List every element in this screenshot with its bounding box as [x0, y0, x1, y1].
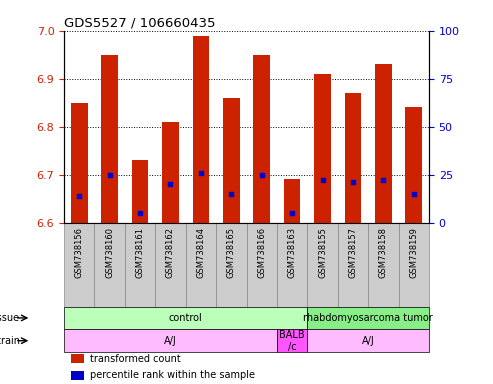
Text: tissue: tissue	[0, 313, 20, 323]
Point	[258, 172, 266, 178]
Text: strain: strain	[0, 336, 20, 346]
Text: GSM738163: GSM738163	[287, 227, 297, 278]
Bar	[253, 55, 270, 223]
Point	[136, 210, 144, 216]
Bar	[132, 160, 148, 223]
Text: GSM738159: GSM738159	[409, 227, 418, 278]
Point	[288, 210, 296, 216]
FancyBboxPatch shape	[307, 306, 429, 329]
FancyBboxPatch shape	[277, 329, 307, 352]
FancyBboxPatch shape	[216, 223, 246, 306]
Text: A/J: A/J	[362, 336, 375, 346]
Text: percentile rank within the sample: percentile rank within the sample	[90, 370, 254, 380]
Text: BALB
/c: BALB /c	[280, 330, 305, 351]
Point	[349, 179, 357, 185]
Point	[380, 177, 387, 184]
FancyBboxPatch shape	[307, 223, 338, 306]
Text: GSM738160: GSM738160	[105, 227, 114, 278]
Point	[318, 177, 326, 184]
Bar	[345, 93, 361, 223]
Bar	[71, 103, 88, 223]
Bar	[71, 354, 84, 363]
Bar	[71, 371, 84, 380]
FancyBboxPatch shape	[186, 223, 216, 306]
FancyBboxPatch shape	[246, 223, 277, 306]
FancyBboxPatch shape	[398, 223, 429, 306]
Text: GSM738157: GSM738157	[349, 227, 357, 278]
Text: rhabdomyosarcoma tumor: rhabdomyosarcoma tumor	[303, 313, 433, 323]
Text: GSM738155: GSM738155	[318, 227, 327, 278]
FancyBboxPatch shape	[338, 223, 368, 306]
Text: GSM738158: GSM738158	[379, 227, 388, 278]
Bar	[223, 98, 240, 223]
Bar	[405, 108, 422, 223]
Point	[167, 181, 175, 187]
FancyBboxPatch shape	[64, 306, 307, 329]
Bar	[375, 64, 391, 223]
Text: GSM738164: GSM738164	[196, 227, 206, 278]
Bar	[102, 55, 118, 223]
Bar	[284, 179, 300, 223]
Text: A/J: A/J	[164, 336, 177, 346]
FancyBboxPatch shape	[64, 223, 95, 306]
Text: GSM738166: GSM738166	[257, 227, 266, 278]
Point	[410, 191, 418, 197]
Text: transformed count: transformed count	[90, 354, 180, 364]
FancyBboxPatch shape	[155, 223, 186, 306]
FancyBboxPatch shape	[95, 223, 125, 306]
Text: GDS5527 / 106660435: GDS5527 / 106660435	[64, 17, 215, 30]
Text: control: control	[169, 313, 203, 323]
Point	[106, 172, 113, 178]
FancyBboxPatch shape	[307, 329, 429, 352]
Text: GSM738156: GSM738156	[75, 227, 84, 278]
Text: GSM738161: GSM738161	[136, 227, 144, 278]
FancyBboxPatch shape	[368, 223, 398, 306]
Bar	[314, 74, 331, 223]
Bar	[193, 35, 209, 223]
Text: GSM738165: GSM738165	[227, 227, 236, 278]
Point	[197, 170, 205, 176]
FancyBboxPatch shape	[277, 223, 307, 306]
Point	[75, 193, 83, 199]
FancyBboxPatch shape	[64, 329, 277, 352]
FancyBboxPatch shape	[125, 223, 155, 306]
Bar	[162, 122, 179, 223]
Text: GSM738162: GSM738162	[166, 227, 175, 278]
Point	[227, 191, 235, 197]
